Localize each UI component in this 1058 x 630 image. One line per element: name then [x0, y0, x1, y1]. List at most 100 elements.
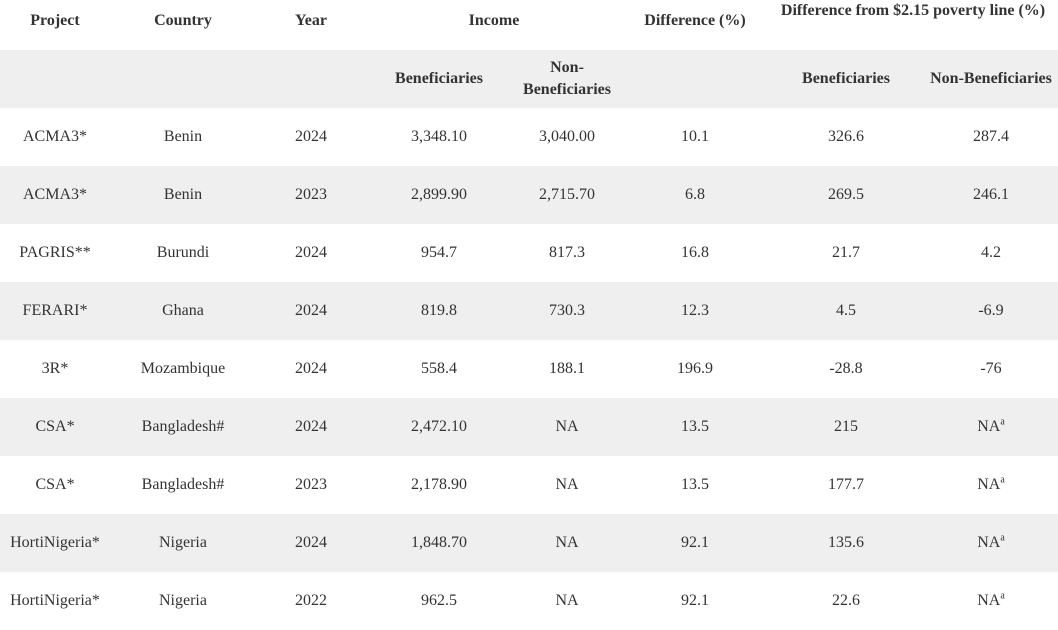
cell-income-beneficiaries: 558.4 — [366, 340, 512, 398]
cell-income-beneficiaries-value: 819.8 — [421, 302, 457, 319]
header-poverty-difference: Difference from $2.15 poverty line (%) — [780, 2, 1046, 19]
cell-project: HortiNigeria* — [0, 572, 110, 630]
cell-poverty-non-beneficiaries: NAa — [924, 514, 1058, 572]
header-empty — [622, 50, 768, 108]
cell-year: 2024 — [256, 282, 366, 340]
cell-poverty-non-beneficiaries: 4.2 — [924, 224, 1058, 282]
cell-income-non-beneficiaries-value: 2,715.70 — [539, 186, 595, 203]
cell-income-non-beneficiaries: 188.1 — [512, 340, 622, 398]
cell-year-value: 2024 — [295, 418, 327, 435]
cell-poverty-non-beneficiaries-value: NA — [977, 476, 1001, 493]
cell-year: 2024 — [256, 514, 366, 572]
cell-year: 2024 — [256, 224, 366, 282]
cell-poverty-beneficiaries: 177.7 — [768, 456, 924, 514]
header-income-beneficiaries: Beneficiaries — [395, 70, 483, 87]
cell-poverty-non-beneficiaries-value: 246.1 — [973, 186, 1009, 203]
cell-difference-value: 10.1 — [681, 128, 709, 145]
table-row: HortiNigeria* Nigeria 2024 1,848.70 NA 92.1 13… — [0, 514, 1058, 572]
table-header: Project Country Year Income Difference (… — [0, 0, 1058, 108]
cell-project-value: ACMA3* — [22, 186, 87, 203]
cell-income-non-beneficiaries-value: 3,040.00 — [539, 128, 595, 145]
cell-poverty-non-beneficiaries-value: NA — [977, 592, 1001, 609]
cell-difference-value: 92.1 — [681, 592, 709, 609]
cell-income-beneficiaries: 819.8 — [366, 282, 512, 340]
cell-income-non-beneficiaries-value: NA — [555, 534, 579, 551]
header-empty — [0, 50, 110, 108]
table-row: CSA* Bangladesh# 2023 2,178.90 NA 13.5 177.7 NA… — [0, 456, 1058, 514]
header-empty — [110, 50, 256, 108]
cell-poverty-beneficiaries-value: 21.7 — [832, 244, 860, 261]
footnote-mark: a — [1000, 474, 1005, 486]
cell-income-beneficiaries: 3,348.10 — [366, 108, 512, 166]
cell-country-value: Ghana — [162, 302, 204, 319]
table-body: ACMA3* Benin 2024 3,348.10 3,040.00 10.1 326.6… — [0, 108, 1058, 630]
cell-year-value: 2023 — [295, 476, 327, 493]
header-poverty-beneficiaries: Beneficiaries — [802, 70, 890, 87]
header-row-2: Beneficiaries Non-Beneficiaries Benefici… — [0, 50, 1058, 108]
footnote-mark: a — [1000, 416, 1005, 428]
cell-poverty-beneficiaries-value: 177.7 — [828, 476, 864, 493]
cell-project: HortiNigeria* — [0, 514, 110, 572]
header-country: Country — [154, 12, 212, 29]
cell-income-beneficiaries: 962.5 — [366, 572, 512, 630]
cell-income-beneficiaries-value: 3,348.10 — [411, 128, 467, 145]
cell-country: Nigeria — [110, 572, 256, 630]
cell-project: 3R* — [0, 340, 110, 398]
cell-poverty-beneficiaries: -28.8 — [768, 340, 924, 398]
cell-year-value: 2022 — [295, 592, 327, 609]
header-income-non-beneficiaries: Non-Beneficiaries — [523, 59, 611, 98]
cell-year: 2022 — [256, 572, 366, 630]
cell-project-value: HortiNigeria* — [10, 592, 100, 609]
cell-income-non-beneficiaries: NA — [512, 572, 622, 630]
cell-project-value: CSA* — [35, 476, 75, 493]
cell-poverty-non-beneficiaries: NAa — [924, 456, 1058, 514]
cell-difference-value: 12.3 — [681, 302, 709, 319]
cell-income-beneficiaries: 2,178.90 — [366, 456, 512, 514]
cell-poverty-beneficiaries-value: 22.6 — [832, 592, 860, 609]
cell-poverty-non-beneficiaries: NAa — [924, 398, 1058, 456]
cell-country-value: Mozambique — [140, 360, 226, 377]
cell-country: Bangladesh# — [110, 398, 256, 456]
cell-poverty-non-beneficiaries-value: NA — [977, 418, 1001, 435]
cell-difference-value: 196.9 — [677, 360, 713, 377]
cell-income-non-beneficiaries-value: 188.1 — [549, 360, 585, 377]
cell-poverty-beneficiaries-value: 215 — [834, 418, 858, 435]
cell-difference: 6.8 — [622, 166, 768, 224]
table-row: ACMA3* Benin 2023 2,899.90 2,715.70 6.8 269.5 2… — [0, 166, 1058, 224]
cell-year-value: 2024 — [295, 128, 327, 145]
cell-difference: 10.1 — [622, 108, 768, 166]
table-row: CSA* Bangladesh# 2024 2,472.10 NA 13.5 215 NAa — [0, 398, 1058, 456]
footnote-mark: a — [1000, 590, 1005, 602]
cell-poverty-beneficiaries: 215 — [768, 398, 924, 456]
cell-difference: 16.8 — [622, 224, 768, 282]
cell-income-beneficiaries: 2,899.90 — [366, 166, 512, 224]
cell-project-value: PAGRIS** — [19, 244, 91, 261]
cell-country: Bangladesh# — [110, 456, 256, 514]
cell-poverty-non-beneficiaries: 246.1 — [924, 166, 1058, 224]
header-year: Year — [295, 12, 327, 29]
cell-difference-value: 16.8 — [681, 244, 709, 261]
cell-poverty-beneficiaries-value: 135.6 — [828, 534, 864, 551]
cell-country-value: Benin — [163, 128, 203, 145]
header-empty — [256, 50, 366, 108]
cell-project: ACMA3* — [0, 108, 110, 166]
cell-country-value: Bangladesh# — [141, 418, 225, 435]
cell-poverty-non-beneficiaries-value: 287.4 — [973, 128, 1009, 145]
cell-income-beneficiaries-value: 962.5 — [421, 592, 457, 609]
cell-difference-value: 13.5 — [681, 476, 709, 493]
cell-year: 2024 — [256, 108, 366, 166]
cell-year: 2024 — [256, 340, 366, 398]
cell-income-non-beneficiaries-value: NA — [555, 592, 579, 609]
cell-year: 2023 — [256, 456, 366, 514]
header-income: Income — [468, 12, 520, 29]
cell-poverty-beneficiaries-value: 326.6 — [828, 128, 864, 145]
cell-year: 2024 — [256, 398, 366, 456]
cell-income-beneficiaries: 2,472.10 — [366, 398, 512, 456]
cell-poverty-beneficiaries: 326.6 — [768, 108, 924, 166]
cell-income-non-beneficiaries: NA — [512, 514, 622, 572]
cell-country: Mozambique — [110, 340, 256, 398]
cell-poverty-non-beneficiaries: 287.4 — [924, 108, 1058, 166]
cell-difference-value: 92.1 — [681, 534, 709, 551]
cell-poverty-non-beneficiaries-value: 4.2 — [981, 244, 1001, 261]
